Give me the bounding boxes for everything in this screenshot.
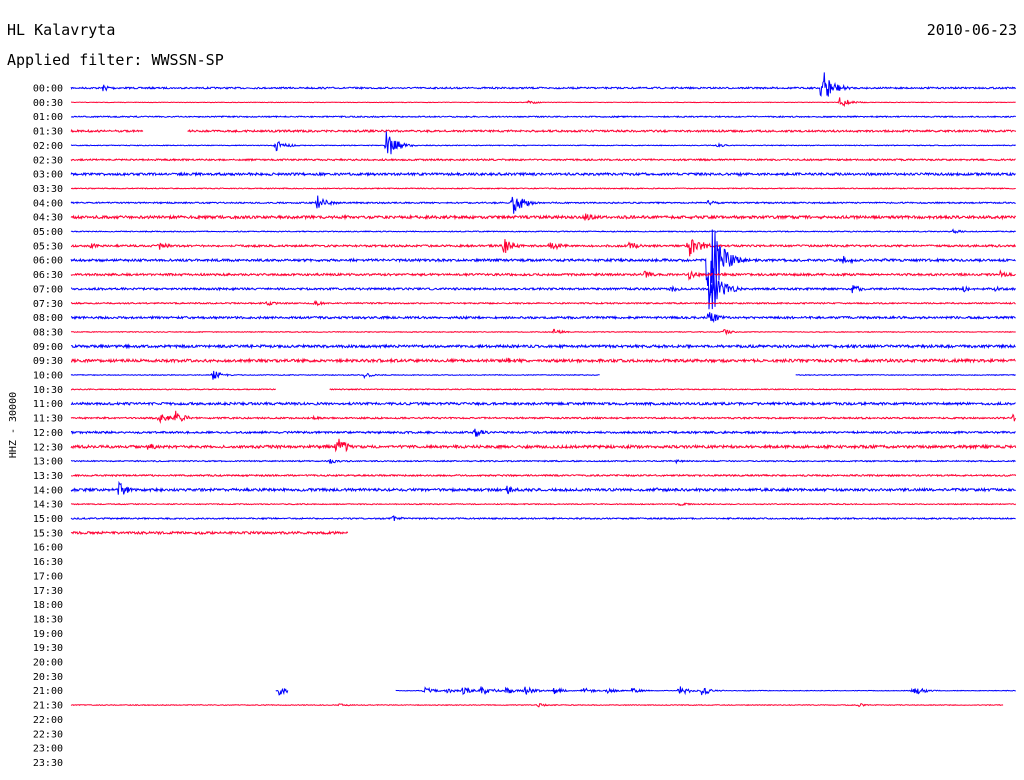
tick-label-0530: 05:30 [33,241,63,252]
tick-label-0700: 07:00 [33,284,63,295]
trace-0000 [70,72,1017,97]
tick-label-1000: 10:00 [33,371,63,382]
tick-label-1830: 18:30 [33,614,63,625]
filter-label: Applied filter: WWSSN-SP [7,51,224,69]
trace-1500 [70,515,1016,521]
trace-2100 [275,686,1016,696]
tick-label-1230: 12:30 [33,442,63,453]
trace-1400 [70,480,1016,495]
tick-label-2330: 23:30 [33,758,63,769]
trace-0130 [70,128,1017,134]
tick-label-0730: 07:30 [33,299,63,310]
tick-label-0430: 04:30 [33,213,63,224]
tick-label-2100: 21:00 [33,686,63,697]
tick-label-1800: 18:00 [33,600,63,611]
record-date: 2010-06-23 [926,21,1017,39]
tick-label-1600: 16:00 [33,543,63,554]
trace-1300 [70,459,1016,465]
trace-0500 [70,228,1016,234]
trace-0630 [70,269,1016,281]
trace-0330 [70,187,1016,190]
tick-label-1630: 16:30 [33,557,63,568]
trace-0700 [70,268,1017,310]
station-title: HL Kalavryta [7,21,116,39]
trace-0800 [70,312,1016,324]
tick-label-1130: 11:30 [33,414,63,425]
trace-0930 [70,357,1016,364]
tick-label-2230: 22:30 [33,729,63,740]
trace-0900 [70,343,1016,350]
tick-label-1700: 17:00 [33,571,63,582]
tick-label-1100: 11:00 [33,399,63,410]
trace-1100 [70,400,1016,407]
tick-label-1730: 17:30 [33,586,63,597]
tick-label-1930: 19:30 [33,643,63,654]
tick-label-1500: 15:00 [33,514,63,525]
tick-label-2130: 21:30 [33,701,63,712]
tick-label-1030: 10:30 [33,385,63,396]
trace-0300 [70,171,1016,178]
tick-label-0000: 00:00 [33,84,63,95]
trace-0600 [70,229,1016,310]
trace-0730 [70,299,1016,307]
tick-label-0300: 03:00 [33,170,63,181]
trace-0030 [71,97,1016,108]
tick-label-0230: 02:30 [33,155,63,166]
tick-label-2300: 23:00 [33,744,63,755]
trace-0100 [70,115,1017,119]
trace-1230 [70,438,1017,453]
tick-label-0930: 09:30 [33,356,63,367]
tick-label-2030: 20:30 [33,672,63,683]
tick-label-1400: 14:00 [33,485,63,496]
trace-0400 [70,195,1016,214]
tick-label-2000: 20:00 [33,658,63,669]
trace-2130 [70,702,1004,708]
tick-label-0800: 08:00 [33,313,63,324]
trace-1000 [70,370,1016,380]
tick-label-1530: 15:30 [33,528,63,539]
tick-label-0400: 04:00 [33,198,63,209]
trace-0230 [70,157,1016,162]
trace-1030 [70,388,1016,391]
trace-0200 [70,131,1016,155]
tick-label-0100: 01:00 [33,112,63,123]
tick-label-0600: 06:00 [33,256,63,267]
tick-label-0630: 06:30 [33,270,63,281]
tick-label-1300: 13:00 [33,457,63,468]
tick-label-0030: 00:30 [33,98,63,109]
trace-1530 [70,530,349,536]
tick-label-2200: 22:00 [33,715,63,726]
trace-0430 [70,213,1017,221]
trace-0830 [71,328,1016,336]
tick-label-0830: 08:30 [33,327,63,338]
tick-label-0200: 02:00 [33,141,63,152]
tick-label-1200: 12:00 [33,428,63,439]
seismic-traces [70,72,1017,708]
time-tick-labels: 00:00 00:30 01:00 01:30 02:00 02:30 03:00 03:30… [33,84,63,769]
tick-label-0330: 03:30 [33,184,63,195]
trace-1200 [71,428,1016,437]
tick-label-1430: 14:30 [33,500,63,511]
trace-1430 [70,502,1017,507]
tick-label-0500: 05:00 [33,227,63,238]
trace-0530 [70,238,1017,257]
tick-label-1900: 19:00 [33,629,63,640]
trace-1330 [71,473,1017,478]
tick-label-0130: 01:30 [33,127,63,138]
trace-1130 [70,410,1017,424]
tick-label-0900: 09:00 [33,342,63,353]
channel-label: HHZ - 30000 [8,392,19,458]
tick-label-1330: 13:30 [33,471,63,482]
